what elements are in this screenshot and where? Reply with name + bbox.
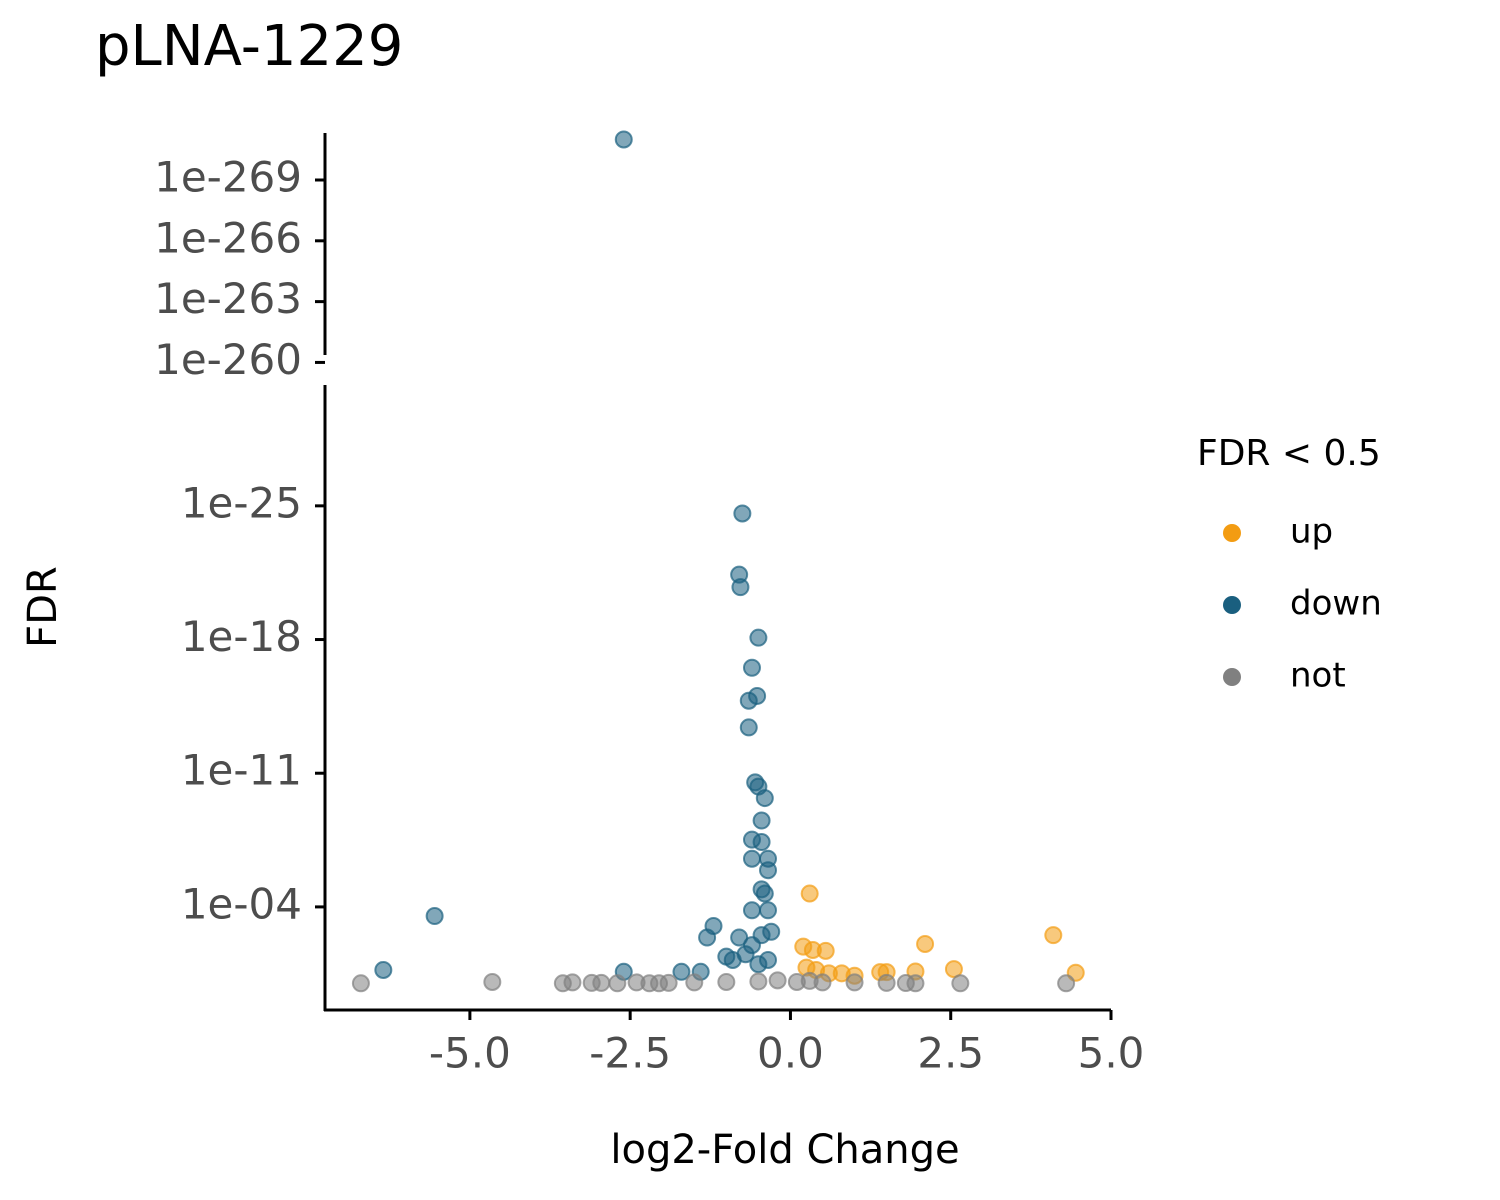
point — [800, 971, 819, 990]
legend-label: not — [1290, 656, 1346, 696]
point — [916, 934, 935, 953]
point — [906, 974, 925, 993]
point — [759, 861, 778, 880]
x-axis-label: log2-Fold Change — [610, 1127, 959, 1173]
point — [739, 718, 758, 737]
point — [1057, 974, 1076, 993]
point — [800, 884, 819, 903]
y-tick-label: 1e-18 — [181, 612, 302, 661]
point — [759, 901, 778, 920]
point — [717, 947, 736, 966]
point — [731, 578, 750, 597]
legend-title: FDR < 0.5 — [1197, 433, 1381, 474]
point — [742, 849, 761, 868]
point — [794, 937, 813, 956]
x-tick-label: 2.5 — [917, 1029, 984, 1078]
point — [717, 972, 736, 991]
point — [742, 901, 761, 920]
x-tick-label: 5.0 — [1078, 1029, 1145, 1078]
x-tick-label: -2.5 — [589, 1029, 671, 1078]
point — [592, 973, 611, 992]
chart-title: pLNA-1229 — [95, 14, 403, 79]
legend-label: up — [1290, 512, 1333, 552]
point — [733, 504, 752, 523]
point — [351, 974, 370, 993]
point — [736, 945, 755, 964]
y-tick-label: 1e-11 — [181, 746, 302, 795]
y-axis-label: FDR — [20, 566, 66, 648]
point — [739, 691, 758, 710]
x-tick-label: 0.0 — [757, 1029, 824, 1078]
point — [1044, 926, 1063, 945]
legend-marker — [1223, 668, 1241, 686]
point — [614, 130, 633, 149]
point — [749, 972, 768, 991]
point — [951, 974, 970, 993]
x-tick-label: -5.0 — [429, 1029, 511, 1078]
point — [742, 658, 761, 677]
point — [698, 928, 717, 947]
y-tick-label: 1e-269 — [154, 153, 302, 202]
point — [755, 789, 774, 808]
point — [425, 907, 444, 926]
legend-label: down — [1290, 584, 1382, 624]
point — [730, 928, 749, 947]
point — [845, 973, 864, 992]
point — [659, 973, 678, 992]
point — [672, 962, 691, 981]
point — [752, 833, 771, 852]
point — [759, 950, 778, 969]
point — [755, 884, 774, 903]
point — [752, 811, 771, 830]
y-tick-label: 1e-04 — [181, 879, 302, 928]
point — [816, 941, 835, 960]
y-tick-label: 1e-25 — [181, 478, 302, 527]
point — [483, 972, 502, 991]
point — [749, 628, 768, 647]
point — [374, 960, 393, 979]
point — [685, 973, 704, 992]
point — [877, 973, 896, 992]
point — [608, 974, 627, 993]
y-tick-label: 1e-266 — [154, 213, 302, 262]
y-tick-label: 1e-260 — [154, 335, 302, 384]
legend-marker — [1223, 596, 1241, 614]
y-tick-label: 1e-263 — [154, 274, 302, 323]
point — [563, 973, 582, 992]
point — [768, 971, 787, 990]
legend-marker — [1223, 524, 1241, 542]
